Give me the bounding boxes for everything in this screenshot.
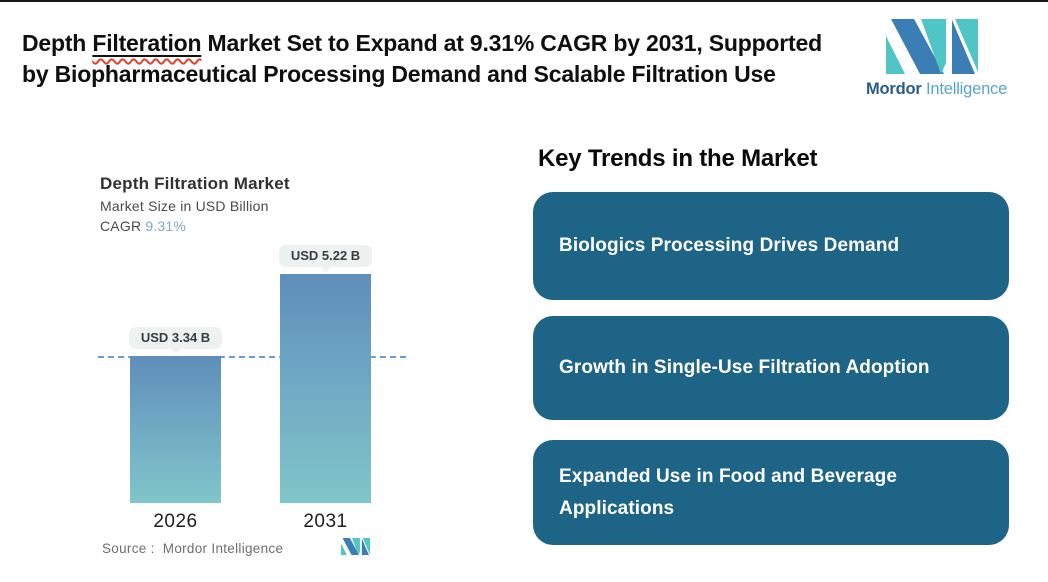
- value-label: USD 3.34 B: [140, 330, 211, 345]
- chart-cagr: CAGR 9.31%: [100, 218, 186, 234]
- value-label-pill: USD 3.34 B: [128, 327, 223, 354]
- source-logo-icon: [341, 538, 370, 556]
- bar-column-2026: USD 3.34 B 2026: [128, 327, 223, 532]
- value-label: USD 5.22 B: [290, 248, 361, 263]
- year-label-2026: 2026: [153, 511, 198, 532]
- chart-title: Depth Filtration Market: [100, 174, 290, 193]
- page-title: Depth Filteration Market Set to Expand a…: [22, 28, 846, 90]
- brand-name-bold: Mordor: [866, 80, 922, 98]
- bar-2031: [280, 274, 371, 503]
- bar-2026: [130, 356, 221, 503]
- brand-name: Mordor Intelligence: [866, 80, 1042, 99]
- trend-card-label: Growth in Single-Use Filtration Adoption: [559, 357, 930, 378]
- value-label-pill: USD 5.22 B: [278, 245, 373, 272]
- pill-pointer-icon: [319, 266, 332, 272]
- source-text: Source : Mordor Intelligence: [102, 541, 284, 556]
- year-label-2031: 2031: [303, 511, 348, 532]
- trend-card-label: Biologics Processing Drives Demand: [559, 235, 900, 256]
- brand-name-light: Intelligence: [921, 80, 1008, 98]
- mordor-logo-icon: [886, 19, 978, 74]
- trend-card-single-use: Growth in Single-Use Filtration Adoption: [533, 316, 1009, 420]
- misspelled-word: Filteration: [92, 30, 202, 56]
- trend-card-label: Expanded Use in Food and Beverage Applic…: [559, 465, 897, 519]
- pill-pointer-icon: [169, 348, 182, 354]
- trends-heading: Key Trends in the Market: [538, 145, 818, 172]
- cagr-value: 9.31%: [145, 218, 187, 234]
- trend-card-biologics: Biologics Processing Drives Demand: [533, 192, 1009, 300]
- chart-subtitle: Market Size in USD Billion: [100, 198, 269, 214]
- cagr-label: CAGR: [100, 218, 146, 234]
- title-part2: Market Set to Expand at 9.31% CAGR by 20…: [22, 30, 822, 87]
- bar-column-2031: USD 5.22 B 2031: [278, 245, 373, 532]
- trend-card-food-beverage: Expanded Use in Food and Beverage Applic…: [533, 440, 1009, 545]
- reference-dashed-line: [98, 356, 406, 358]
- title-part1: Depth: [22, 30, 93, 56]
